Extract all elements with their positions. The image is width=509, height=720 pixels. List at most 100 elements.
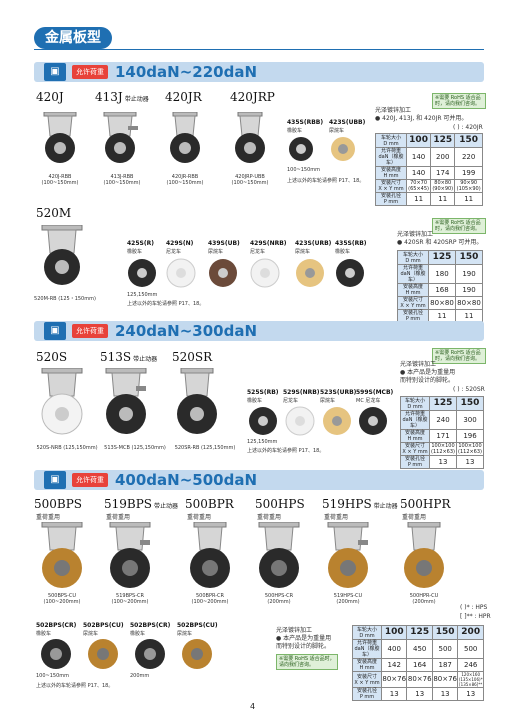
table-cell: 100×100 (112×63) (429, 442, 457, 456)
wheel-code: 502BPS(CU) (177, 622, 218, 629)
castor-image (188, 522, 232, 590)
castor-image (175, 368, 219, 436)
table-cell: 196 (456, 429, 484, 443)
model-sub: 重荷重用 (36, 514, 61, 521)
model-sub: 重荷重用 (402, 514, 427, 521)
castor-image (257, 522, 301, 590)
load-band-3 (34, 470, 484, 490)
table-cell: 500 (431, 639, 459, 659)
row-label: 允许荷重 daN（橡胶车） (352, 639, 382, 659)
row-label: 安装高度 H mm (375, 166, 407, 180)
ref-note: 上述以外的车轮请参照 P17、18。 (247, 448, 325, 454)
wheel-material: 尼龙车 (283, 398, 299, 404)
wheel-image (248, 406, 278, 436)
model-ref: ( ) : 520SR (453, 386, 485, 393)
wheel-material: 尿烷车 (83, 631, 99, 637)
wheel-image (295, 258, 325, 288)
finish-note: 光泽镀锌加工 (400, 361, 437, 368)
table-cell: 13 (406, 687, 433, 701)
model-sub: 重荷重用 (257, 514, 282, 521)
table-header: 125 (430, 133, 456, 148)
wheel-code: 435S(RB) (335, 240, 367, 247)
page-title: 金属板型 (34, 27, 112, 49)
wheel-image (134, 638, 166, 670)
model-name: 500BPS (34, 497, 83, 511)
table-cell: 100×100 (112×63) (456, 442, 484, 456)
model-caption: 420J-RBB (100~150mm) (41, 174, 79, 186)
model-caption: 513S-MCB (125,150mm) (104, 445, 166, 451)
row-label: 安装孔径 P mm (400, 455, 430, 469)
wheel-image (166, 258, 196, 288)
table-cell: 13 (429, 455, 457, 469)
model-caption: 519BPS-CR (100~200mm) (111, 593, 149, 605)
wheel-material: 橡胶车 (335, 249, 351, 255)
ref-note: 上述以外的车轮请参照 P17、18。 (287, 178, 365, 184)
wheel-material: 尿烷车 (329, 128, 345, 134)
table-cell: 80×80 (90×90) (430, 179, 456, 193)
model-sub: 重荷重用 (187, 514, 212, 521)
model-name: 519HPS 带止动器 (322, 497, 398, 511)
model-caption: 500BPS-CU (100~200mm) (43, 593, 81, 605)
model-name: 420J (36, 90, 64, 104)
row-label: 安装尺寸 X × Y mm (375, 179, 407, 193)
table-cell: 171 (429, 429, 457, 443)
row-label: 允许荷重 daN（橡胶车） (397, 264, 429, 284)
row-label: 安装高度 H mm (400, 429, 430, 443)
model-caption: 413J-RBB (100~150mm) (103, 174, 141, 186)
wheel-code: 423S(UBB) (329, 119, 366, 126)
wheel-material: 尿烷车 (295, 249, 311, 255)
model-caption: 420JR-RBB (100~150mm) (166, 174, 204, 186)
model-caption: 520SR-RB (125,150mm) (174, 445, 236, 451)
table-cell: 500 (457, 639, 484, 659)
table-header: 150 (456, 396, 484, 411)
wheel-material: 尿烷车 (208, 249, 224, 255)
table-cell: 180 (428, 264, 456, 284)
title-rule (34, 49, 484, 50)
finish-note: 光泽镀锌加工 (375, 107, 412, 114)
model-caption: 520S-NRB (125,150mm) (36, 445, 98, 451)
model-name: 420JRP (230, 90, 275, 104)
wheel-material: 尿烷车 (320, 398, 336, 404)
size-range: 100~150mm (287, 167, 321, 173)
castor-image (165, 112, 205, 164)
load-range: 240daN~300daN (115, 322, 258, 340)
finish-note: 光泽镀锌加工 (276, 627, 313, 634)
load-weight-icon: ▣ (44, 63, 66, 81)
row-label: 安装高度 H mm (352, 658, 382, 672)
table-header: 125 (429, 396, 457, 411)
table-cell: 200 (430, 147, 456, 167)
applies-note: ● 420SR 和 420SRP 可并用。 (397, 239, 483, 246)
table-cell: 168 (428, 283, 456, 297)
wheel-code: 502BPS(CU) (83, 622, 124, 629)
row-label: 安装高度 H mm (397, 283, 429, 297)
wheel-material: MC 尼龙车 (356, 398, 381, 404)
spec-table: 车轮大小 D mm 125 150 允许荷重 daN（橡胶车） 240 300 安装高度… (400, 396, 484, 469)
table-header: 100 (380, 625, 408, 640)
load-band-1 (34, 62, 484, 82)
model-name: 520SR (172, 350, 213, 364)
wheel-image (181, 638, 213, 670)
castor-image (40, 225, 84, 287)
wheel-image (87, 638, 119, 670)
model-name: 520S (36, 350, 68, 364)
load-weight-icon: ▣ (44, 471, 66, 489)
castor-image (402, 522, 446, 590)
table-cell: 174 (430, 166, 456, 180)
load-label: 允许荷重 (72, 473, 108, 487)
table-cell: 13 (457, 687, 484, 701)
applies-note: ● 本产品是为重量用 而特别设计的脚轮。 (276, 635, 332, 650)
table-cell: 164 (406, 658, 433, 672)
spec-table: 车轮大小 D mm 100 125 150 200 允许荷重 daN（橡胶车） 400 45… (352, 625, 484, 701)
table-cell: 187 (431, 658, 459, 672)
table-cell: 13 (380, 687, 408, 701)
table-header: 车轮大小 D mm (352, 625, 382, 640)
castor-image (108, 522, 152, 590)
rohs-note: ※需要 RoHS 适合品时，请向我们咨询。 (432, 348, 486, 364)
wheel-code: 502BPS(CR) (130, 622, 171, 629)
wheel-image (285, 406, 315, 436)
table-cell: 246 (457, 658, 484, 672)
wheel-image (40, 638, 72, 670)
size-range: 125,150mm (127, 292, 158, 298)
row-label: 安装尺寸 X × Y mm (397, 296, 429, 310)
wheel-image (288, 136, 314, 162)
